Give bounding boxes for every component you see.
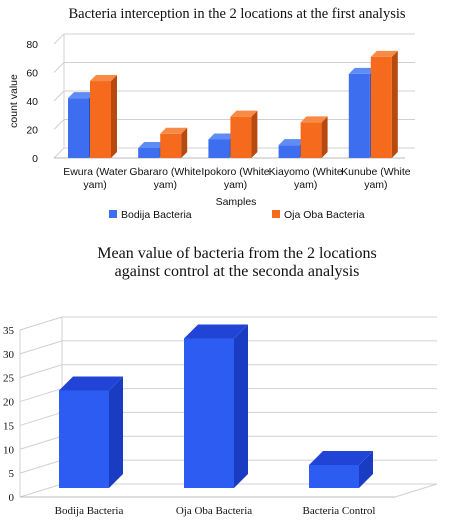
x-tick-label: Ewura (Water [63, 166, 127, 178]
x-tick-label: Ipokoro (White [201, 166, 269, 178]
y-tick-label: 0 [32, 153, 38, 165]
chart2-title-line2: against control at the seconda analysis [114, 263, 360, 280]
gridline-diag [19, 459, 63, 474]
y-tick-label: 60 [26, 68, 38, 80]
gridline-diag [19, 316, 63, 331]
gridline-diag [53, 33, 65, 45]
x-tick-label: Oja Oba Bacteria [176, 505, 252, 517]
x-tick-label: yam) [294, 179, 317, 191]
gridline-diag [53, 62, 65, 73]
gridline-diag [19, 411, 63, 426]
gridline-diag [53, 90, 65, 102]
y-tick-label: 25 [3, 373, 15, 385]
x-tick-label: Kiayomo (White [269, 166, 343, 178]
x-tick-label: Bodija Bacteria [55, 505, 124, 517]
gridline-diag [53, 147, 65, 159]
y-tick-label: 10 [3, 444, 15, 456]
y-tick-label: 5 [9, 468, 15, 480]
y-tick-label: 0 [9, 492, 15, 504]
y-tick-label: 15 [3, 420, 15, 432]
x-tick-label: yam) [154, 179, 177, 191]
y-tick-label: 30 [3, 349, 15, 361]
chart2-title-line1: Mean value of bacteria from the 2 locati… [97, 245, 377, 262]
gridline-diag [19, 483, 63, 498]
y-tick-label: 20 [3, 397, 15, 409]
y-tick-label: 40 [26, 96, 38, 108]
legend-swatch-bodija [109, 210, 117, 218]
bar-oja [300, 116, 328, 158]
bar-mean [184, 324, 248, 488]
y-tick-label: 35 [3, 325, 15, 337]
x-tick-label: Gbararo (White [129, 166, 201, 178]
gridline-diag [19, 340, 63, 355]
bar-oja [160, 127, 188, 158]
gridline-diag [19, 435, 63, 450]
bar-mean [309, 451, 373, 488]
legend-label-bodija: Bodija Bacteria [121, 209, 192, 221]
x-tick-label: yam) [83, 179, 106, 191]
y-tick-label: 20 [26, 125, 38, 137]
floor-edge [394, 483, 438, 498]
x-axis-label: Samples [216, 196, 257, 208]
bar-oja [230, 110, 258, 158]
x-tick-label: yam) [364, 179, 387, 191]
x-tick-label: Kunube (White [341, 166, 411, 178]
bar-mean [59, 376, 123, 488]
gridline-diag [53, 119, 65, 130]
legend-swatch-oja [272, 210, 280, 218]
bar-oja [90, 75, 117, 158]
legend-label-oja: Oja Oba Bacteria [284, 209, 365, 221]
x-tick-label: yam) [224, 179, 247, 191]
x-tick-label: Bacteria Control [302, 505, 375, 517]
gridline-diag [19, 364, 63, 379]
y-tick-label: 80 [26, 39, 38, 51]
gridline-diag [19, 388, 63, 403]
y-axis-label: count value [8, 74, 20, 128]
bar-oja [370, 50, 398, 159]
chart1-title: Bacteria interception in the 2 locations… [68, 6, 406, 22]
